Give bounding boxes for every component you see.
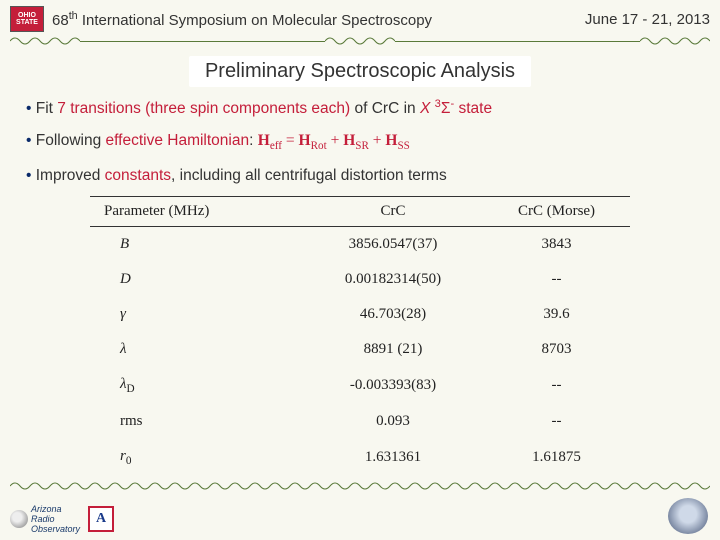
bullet-item: • Improved constants, including all cent… xyxy=(26,165,694,187)
university-arizona-logo: A xyxy=(88,506,114,532)
highlight-text: 7 transitions (three spin components eac… xyxy=(57,100,350,117)
crc-cell: 8891 (21) xyxy=(303,332,483,367)
crc-cell: 3856.0547(37) xyxy=(303,227,483,263)
morse-cell: 39.6 xyxy=(483,297,630,332)
crc-cell: 0.093 xyxy=(303,404,483,439)
ohio-state-logo: OHIO STATE xyxy=(10,6,44,32)
section-title: Preliminary Spectroscopic Analysis xyxy=(189,56,531,87)
highlight-text: effective Hamiltonian xyxy=(106,132,250,149)
parameters-table: Parameter (MHz) CrC CrC (Morse) B3856.05… xyxy=(90,196,630,476)
header-date: June 17 - 21, 2013 xyxy=(585,11,710,28)
morse-cell: 8703 xyxy=(483,332,630,367)
param-cell: λD xyxy=(90,367,303,404)
title-num: 68 xyxy=(52,12,69,29)
param-cell: B xyxy=(90,227,303,263)
globe-logo xyxy=(668,498,708,534)
table-row: γ46.703(28)39.6 xyxy=(90,297,630,332)
table-row: D0.00182314(50)-- xyxy=(90,262,630,297)
col-header: CrC xyxy=(303,197,483,227)
squiggle-icon xyxy=(640,34,710,48)
footer-logos-left: Arizona Radio Observatory A xyxy=(10,504,114,534)
table-header-row: Parameter (MHz) CrC CrC (Morse) xyxy=(90,197,630,227)
param-cell: D xyxy=(90,262,303,297)
text: : xyxy=(249,132,258,149)
table-row: r01.6313611.61875 xyxy=(90,439,630,476)
table-row: λ8891 (21)8703 xyxy=(90,332,630,367)
table-row: B3856.0547(37)3843 xyxy=(90,227,630,263)
text: Fit xyxy=(36,100,58,117)
morse-cell: -- xyxy=(483,262,630,297)
title-ordinal: th xyxy=(69,10,78,22)
state-x: X xyxy=(420,100,435,117)
crc-cell: 1.631361 xyxy=(303,439,483,476)
text: of CrC in xyxy=(350,100,420,117)
morse-cell: -- xyxy=(483,404,630,439)
header-rule xyxy=(0,34,720,48)
state-sigma: Σ xyxy=(441,100,451,117)
param-cell: r0 xyxy=(90,439,303,476)
dish-icon xyxy=(10,510,28,528)
param-cell: λ xyxy=(90,332,303,367)
squiggle-icon xyxy=(10,479,710,493)
text: , including all centrifugal distortion t… xyxy=(171,167,447,184)
symposium-title: 68th International Symposium on Molecula… xyxy=(52,10,577,29)
crc-cell: -0.003393(83) xyxy=(303,367,483,404)
col-header: CrC (Morse) xyxy=(483,197,630,227)
squiggle-icon xyxy=(10,34,80,48)
slide-header: OHIO STATE 68th International Symposium … xyxy=(0,0,720,34)
section-title-wrap: Preliminary Spectroscopic Analysis xyxy=(0,56,720,87)
param-cell: rms xyxy=(90,404,303,439)
table-row: rms0.093-- xyxy=(90,404,630,439)
morse-cell: 3843 xyxy=(483,227,630,263)
state-post: state xyxy=(454,100,492,117)
crc-cell: 0.00182314(50) xyxy=(303,262,483,297)
crc-cell: 46.703(28) xyxy=(303,297,483,332)
text: Improved xyxy=(36,167,105,184)
aro-text: Arizona xyxy=(31,504,80,514)
footer-rule xyxy=(10,479,710,498)
morse-cell: 1.61875 xyxy=(483,439,630,476)
bullet-item: • Following effective Hamiltonian: Heff … xyxy=(26,130,694,155)
aro-text: Radio xyxy=(31,514,80,524)
squiggle-icon xyxy=(325,34,395,48)
bullet-item: • Fit 7 transitions (three spin componen… xyxy=(26,97,694,120)
aro-text: Observatory xyxy=(31,524,80,534)
title-rest: International Symposium on Molecular Spe… xyxy=(78,12,432,29)
text: Following xyxy=(36,132,106,149)
arizona-radio-observatory-logo: Arizona Radio Observatory xyxy=(10,504,80,534)
col-header: Parameter (MHz) xyxy=(90,197,303,227)
param-cell: γ xyxy=(90,297,303,332)
bullet-list: • Fit 7 transitions (three spin componen… xyxy=(0,97,720,186)
table-row: λD-0.003393(83)-- xyxy=(90,367,630,404)
highlight-text: constants xyxy=(105,167,171,184)
hamiltonian-eq: Heff = HRot + HSR + HSS xyxy=(258,132,410,149)
morse-cell: -- xyxy=(483,367,630,404)
